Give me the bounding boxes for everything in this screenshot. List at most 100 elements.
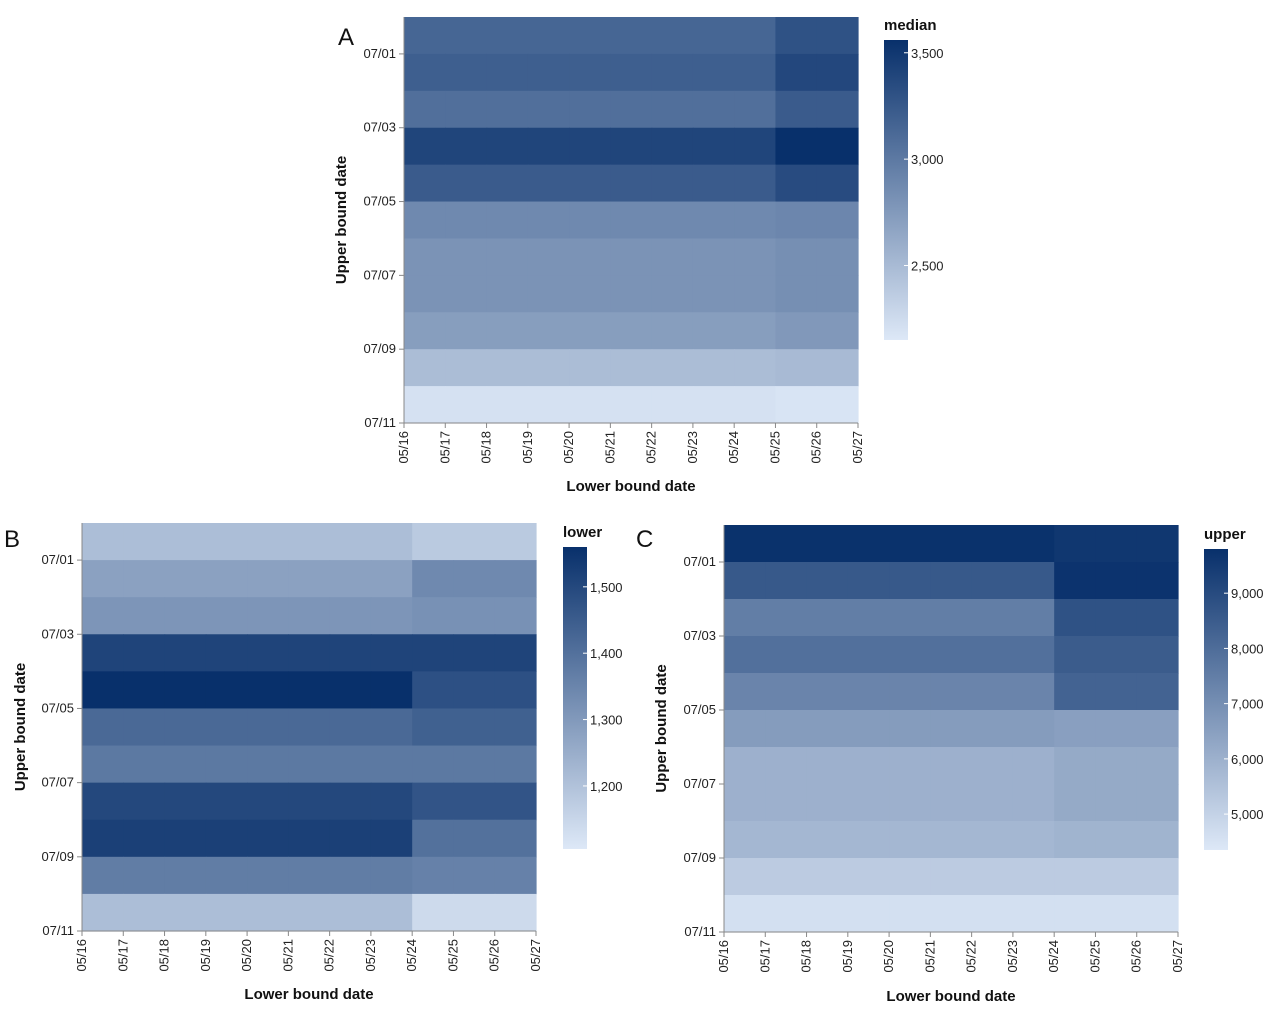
heatmap-cell (806, 599, 849, 637)
heatmap-cell (404, 127, 446, 166)
heatmap-cell (288, 560, 331, 598)
heatmap-cell (734, 90, 777, 129)
heatmap-cell (692, 127, 735, 166)
heatmap-cell (1012, 673, 1055, 711)
legend-tick-label: 2,500 (911, 259, 944, 274)
heatmap-cell (123, 597, 166, 635)
heatmap-cell (527, 201, 570, 240)
heatmap-cell (765, 599, 808, 637)
x-tick-label: 05/16 (716, 940, 731, 973)
legend-tick-label: 9,000 (1231, 586, 1264, 601)
legend-tick-label: 3,500 (911, 46, 944, 61)
x-tick-label: 05/24 (1046, 940, 1061, 973)
panel-letter: C (636, 526, 653, 553)
heatmap-cell (775, 53, 818, 92)
heatmap-cell (816, 90, 859, 129)
heatmap-cell (806, 821, 849, 859)
heatmap-cell (724, 895, 766, 933)
heatmap-cell (288, 819, 331, 858)
heatmap-cell (569, 201, 611, 240)
heatmap-cell (527, 17, 570, 55)
heatmap-cell (816, 386, 859, 424)
heatmap-cell (164, 671, 207, 710)
heatmap-cell (971, 636, 1014, 674)
legend-tick-label: 1,400 (590, 646, 623, 661)
y-tick-label: 07/11 (42, 923, 74, 938)
heatmap-cell (971, 710, 1014, 748)
heatmap-cell (445, 127, 488, 166)
heatmap-cell (806, 673, 849, 711)
heatmap-cell (610, 238, 653, 276)
heatmap-cell (651, 238, 694, 276)
heatmap-cell (816, 17, 859, 55)
heatmap-cell (247, 560, 289, 598)
heatmap-cell (569, 275, 611, 313)
x-tick-label: 05/19 (840, 940, 855, 973)
heatmap-cell (734, 386, 777, 424)
heatmap-cell (486, 53, 529, 92)
heatmap-cell (816, 312, 859, 350)
heatmap-cell (610, 17, 653, 55)
heatmap-cell (1054, 784, 1097, 822)
heatmap-cell (724, 636, 766, 674)
legend-tick-label: 1,200 (590, 779, 623, 794)
heatmap-cell (164, 597, 207, 635)
heatmap-cell (123, 708, 166, 747)
heatmap-cell (1095, 636, 1138, 674)
heatmap-cell (82, 671, 124, 710)
heatmap-cell (82, 745, 124, 784)
heatmap-cell (494, 708, 537, 747)
heatmap-cell (806, 895, 849, 933)
heatmap-cell (82, 597, 124, 635)
heatmap-cell (247, 856, 289, 895)
heatmap-cell (82, 634, 124, 672)
heatmap-cell (889, 821, 931, 859)
heatmap-cell (486, 17, 529, 55)
heatmap-cell (765, 525, 808, 563)
heatmap-cell (164, 708, 207, 747)
heatmap-cell (1012, 562, 1055, 600)
legend-tick-label: 3,000 (911, 152, 944, 167)
heatmap-cell (453, 782, 496, 821)
heatmap-cell (453, 560, 496, 598)
heatmap-cell (1095, 784, 1138, 822)
heatmap-cell (692, 201, 735, 240)
heatmap-cell (734, 201, 777, 240)
legend-tick-label: 1,500 (590, 580, 623, 595)
heatmap-cell (806, 636, 849, 674)
heatmap-cell (930, 710, 973, 748)
heatmap-cell (404, 312, 446, 350)
heatmap-cell (1136, 858, 1179, 896)
heatmap-cell (1136, 895, 1179, 933)
heatmap-cell (527, 275, 570, 313)
heatmap-cell (527, 53, 570, 92)
heatmap-cell (775, 17, 818, 55)
heatmap-cell (412, 523, 455, 561)
heatmap-cell (816, 53, 859, 92)
heatmap-cell (765, 562, 808, 600)
heatmap-cell (651, 312, 694, 350)
heatmap-cell (775, 349, 818, 387)
heatmap-cell (82, 708, 124, 747)
color-legend: upper 9,000 8,000 7,000 6,000 5,000 (1204, 526, 1264, 850)
heatmap-cell (847, 821, 890, 859)
heatmap-cell (445, 349, 488, 387)
y-tick-label: 07/07 (683, 776, 716, 791)
x-tick-label: 05/26 (1129, 940, 1144, 973)
heatmap-cell (765, 673, 808, 711)
heatmap-cell (288, 782, 331, 821)
y-tick-label: 07/07 (363, 267, 396, 282)
heatmap-cell (1012, 636, 1055, 674)
heatmap-cell (724, 562, 766, 600)
heatmap-cell (445, 312, 488, 350)
heatmap-cell (288, 523, 331, 561)
heatmap-cell (123, 634, 166, 672)
heatmap-cell (288, 708, 331, 747)
heatmap-cell (1136, 525, 1179, 563)
heatmap-cell (1054, 525, 1097, 563)
y-tick-label: 07/05 (683, 702, 716, 717)
y-tick-label: 07/11 (684, 924, 716, 939)
heatmap-cell (930, 673, 973, 711)
heatmap-cell (494, 856, 537, 895)
legend-color-bar (884, 40, 908, 340)
